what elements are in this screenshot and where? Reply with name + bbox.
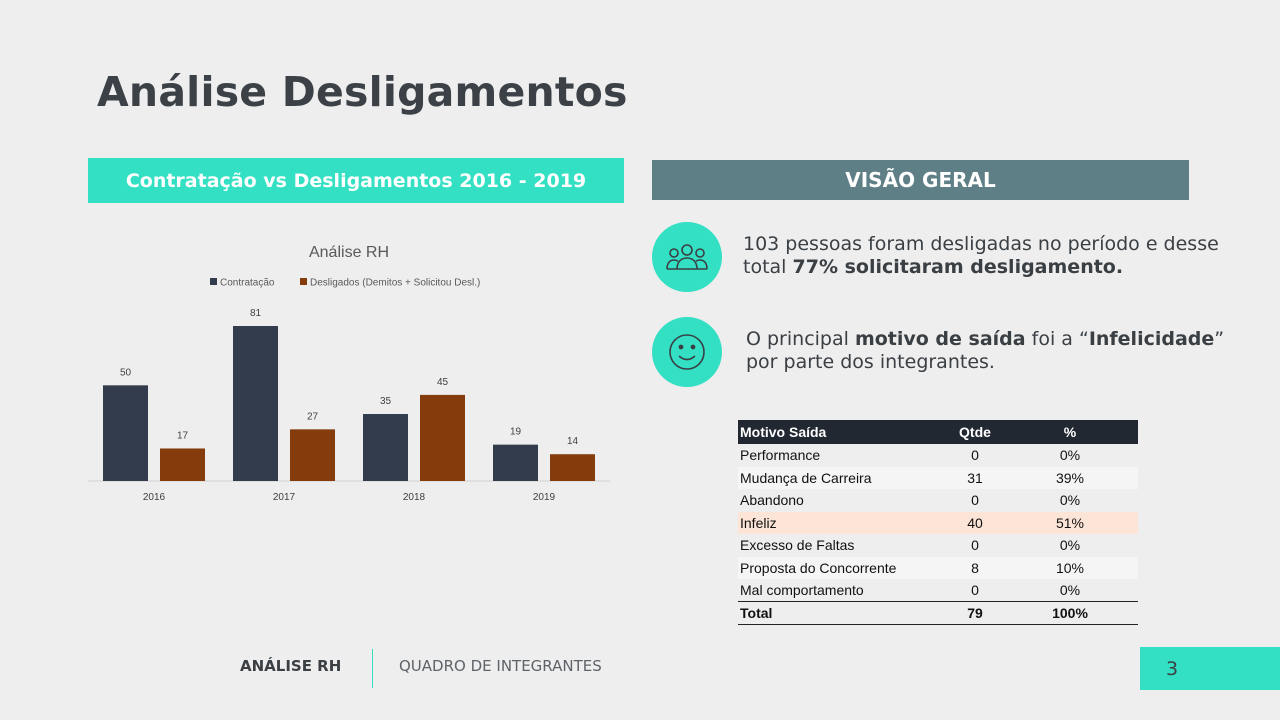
cell-reason: Mal comportamento [740, 582, 864, 598]
data-label: 81 [250, 308, 262, 319]
col-header-reason: Motivo Saída [738, 420, 948, 444]
col-header-qty: Qtde [948, 420, 1002, 444]
footer-subsection-label: QUADRO DE INTEGRANTES [399, 657, 602, 675]
col-header-pct: % [1002, 420, 1138, 444]
cell-reason: Excesso de Faltas [740, 537, 855, 554]
table-total-row: Total 79 100% [738, 601, 1138, 625]
footer-divider [372, 649, 373, 688]
legend-label: Desligados (Demitos + Solicitou Desl.) [310, 278, 480, 289]
cell-qty: 0 [971, 537, 979, 554]
reason-bold2: Infelicidade [1088, 328, 1215, 350]
cell-pct: 51% [1002, 511, 1138, 534]
cell-reason: Infeliz [738, 511, 948, 534]
table-row: Mudança de Carreira 31 39% [738, 466, 1138, 489]
dismissal-summary-pre: 103 pessoas foram desligadas no período … [743, 233, 1219, 278]
x-tick-label: 2019 [533, 492, 556, 503]
hiring-vs-dismissals-chart: Análise RH Contratação Desligados (Demitos… [88, 244, 610, 503]
table-row: Performance 0 0% [738, 444, 1138, 467]
chart-banner: Contratação vs Desligamentos 2016 - 2019 [88, 158, 624, 203]
x-tick-label: 2017 [273, 492, 296, 503]
dismissal-summary-bold: 77% solicitaram desligamento. [792, 256, 1124, 278]
smile-icon [652, 317, 722, 387]
footer-section-label: ANÁLISE RH [240, 657, 342, 675]
cell-total-pct: 100% [1002, 601, 1138, 625]
cell-qty: 31 [948, 466, 1002, 489]
cell-qty: 40 [948, 511, 1002, 534]
page-number: 3 [1140, 647, 1280, 690]
cell-reason: Mudança de Carreira [738, 466, 948, 489]
data-label: 17 [177, 430, 189, 441]
reason-post: ” por parte dos integrantes. [746, 328, 1225, 373]
legend-swatch [300, 278, 307, 285]
reason-bold: motivo de saída [854, 328, 1026, 350]
cell-pct: 0% [1059, 447, 1081, 464]
main-reason-summary: O principal motivo de saída foi a “Infel… [746, 328, 1226, 374]
cell-total-qty: 79 [948, 601, 1002, 625]
data-label: 35 [380, 396, 392, 407]
cell-reason: Performance [740, 447, 821, 464]
data-label: 27 [307, 411, 319, 422]
bar [550, 454, 595, 481]
bar [493, 444, 538, 481]
cell-qty: 0 [971, 582, 979, 598]
legend-swatch [210, 278, 217, 285]
cell-pct: 0% [1059, 582, 1081, 598]
cell-pct: 39% [1002, 466, 1138, 489]
bar [420, 394, 465, 481]
data-label: 50 [120, 367, 132, 378]
data-label: 45 [437, 377, 449, 388]
legend-label: Contratação [220, 278, 275, 289]
bar [160, 448, 205, 481]
table-row: Abandono 0 0% [738, 489, 1138, 512]
reason-pre: O principal [746, 328, 855, 350]
table-row-highlight: Infeliz 40 51% [738, 511, 1138, 534]
table-row: Excesso de Faltas 0 0% [738, 534, 1138, 557]
table-row: Mal comportamento 0 0% [738, 579, 1138, 602]
bar [103, 385, 148, 481]
table-header-row: Motivo Saída Qtde % [738, 420, 1138, 444]
cell-total-label: Total [738, 601, 948, 625]
reason-mid: foi a “ [1025, 328, 1089, 350]
cell-pct: 0% [1059, 537, 1081, 554]
cell-reason: Abandono [740, 492, 804, 509]
dismissal-summary: 103 pessoas foram desligadas no período … [743, 233, 1223, 279]
bar [290, 429, 335, 481]
bar [233, 326, 278, 481]
cell-qty: 0 [971, 492, 979, 509]
x-tick-label: 2018 [403, 492, 426, 503]
data-label: 19 [510, 427, 522, 438]
bar [363, 414, 408, 481]
cell-qty: 8 [948, 556, 1002, 579]
chart-title: Análise RH [309, 244, 389, 261]
cell-pct: 0% [1059, 492, 1081, 509]
cell-pct: 10% [1002, 556, 1138, 579]
x-tick-label: 2016 [143, 492, 166, 503]
page-title: Análise Desligamentos [97, 68, 628, 116]
exit-reasons-table: Motivo Saída Qtde % Performance 0 0% Mud… [738, 420, 1138, 625]
overview-banner: VISÃO GERAL [652, 160, 1189, 200]
table-row: Proposta do Concorrente 8 10% [738, 556, 1138, 579]
people-icon [652, 222, 722, 292]
cell-reason: Proposta do Concorrente [738, 556, 948, 579]
cell-qty: 0 [971, 447, 979, 464]
data-label: 14 [567, 436, 579, 447]
